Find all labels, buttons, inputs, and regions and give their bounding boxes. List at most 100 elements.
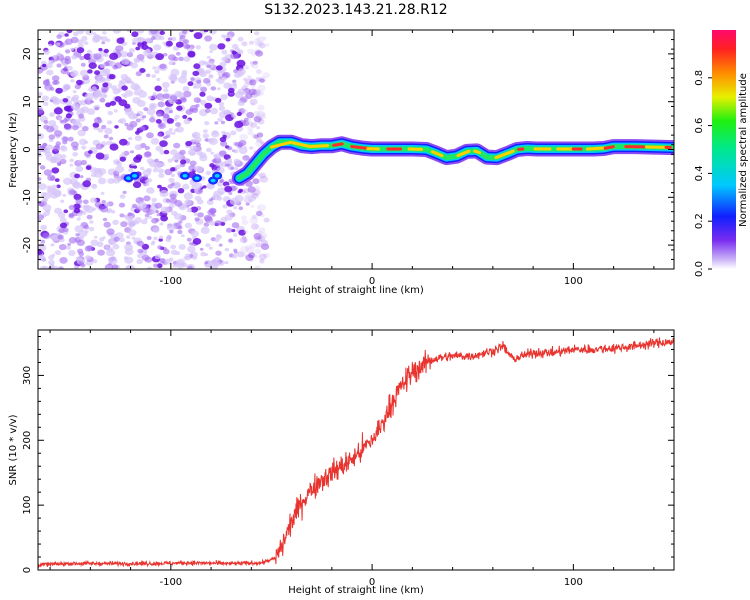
noise-blob [98, 47, 103, 52]
noise-blob [118, 99, 128, 107]
noise-blob [243, 82, 250, 88]
noise-blob [118, 80, 123, 84]
noise-blob [116, 161, 123, 167]
noise-blob [199, 154, 208, 162]
noise-blob [156, 77, 161, 82]
noise-blob [256, 90, 264, 97]
noise-blob [103, 48, 110, 54]
noise-blob [170, 68, 180, 76]
noise-blob [58, 228, 65, 234]
noise-blob [258, 76, 267, 83]
noise-blob [238, 229, 246, 236]
noise-blob [176, 105, 183, 111]
noise-blob [134, 135, 142, 142]
noise-blob [167, 37, 173, 41]
noise-blob [71, 55, 77, 60]
noise-blob [128, 229, 137, 236]
noise-blob [182, 86, 190, 92]
noise-blob [250, 64, 255, 68]
noise-blob [102, 217, 108, 222]
noise-blob [135, 154, 143, 160]
noise-blob [217, 43, 226, 50]
noise-blob [170, 249, 178, 255]
noise-blob [78, 159, 82, 163]
noise-blob [133, 84, 141, 92]
noise-blob [38, 91, 43, 97]
noise-blob [245, 202, 250, 206]
noise-blob [160, 206, 170, 214]
noise-blob [85, 165, 92, 171]
noise-blob [155, 53, 165, 61]
noise-blob [243, 77, 248, 81]
noise-blob [164, 258, 172, 265]
noise-blob [260, 213, 265, 218]
noise-blob [255, 50, 264, 57]
noise-blob [102, 68, 111, 75]
noise-blob [243, 157, 247, 161]
noise-blob [232, 79, 237, 84]
noise-blob [246, 111, 255, 119]
noise-blob [119, 118, 127, 124]
noise-blob [256, 204, 266, 212]
noise-blob [189, 151, 196, 156]
noise-blob [249, 98, 258, 106]
noise-blob [41, 63, 47, 68]
noise-blob [249, 242, 257, 249]
noise-blob [168, 60, 174, 66]
noise-blob [63, 177, 73, 185]
noise-blob [218, 101, 225, 107]
noise-blob [246, 126, 254, 132]
noise-blob [108, 136, 114, 141]
noise-blob [265, 43, 270, 47]
noise-blob [175, 122, 181, 127]
noise-blob [220, 94, 228, 100]
noise-blob [233, 248, 238, 252]
noise-blob [220, 120, 226, 125]
noise-blob [253, 110, 261, 117]
noise-blob [170, 244, 177, 250]
noise-blob [248, 252, 256, 259]
noise-blob [49, 87, 55, 91]
snr-series-line [38, 337, 674, 569]
noise-blob [162, 117, 168, 122]
noise-blob [151, 217, 159, 224]
noise-blob [157, 101, 165, 108]
spectrogram-ylabel: Frequency (Hz) [8, 112, 19, 188]
noise-blob [203, 77, 211, 84]
noise-blob [163, 248, 170, 255]
noise-blob [173, 99, 179, 103]
noise-blob [259, 78, 265, 83]
noise-blob [50, 235, 55, 240]
noise-blob [112, 30, 122, 34]
noise-blob [249, 79, 257, 86]
noise-spot-core [214, 173, 220, 178]
noise-blob [259, 259, 265, 264]
noise-blob [175, 41, 184, 48]
noise-blob [249, 146, 254, 150]
noise-blob [177, 225, 183, 230]
noise-blob [174, 159, 179, 163]
noise-blob [159, 150, 165, 155]
noise-blob [145, 37, 152, 43]
noise-blob [134, 217, 142, 224]
noise-blob [73, 181, 82, 189]
noise-blob [258, 253, 267, 260]
noise-blob [102, 31, 107, 35]
noise-blob [72, 90, 77, 94]
noise-blob [258, 42, 266, 49]
noise-blob [255, 211, 260, 214]
noise-blob [67, 136, 74, 142]
noise-blob [128, 168, 134, 173]
ridge-hot [269, 140, 292, 149]
noise-blob [136, 258, 143, 265]
noise-blob [197, 68, 203, 73]
noise-blob [94, 106, 100, 111]
noise-blob [187, 265, 193, 269]
noise-blob [248, 198, 254, 203]
noise-blob [123, 150, 130, 156]
noise-blob [183, 90, 192, 98]
noise-blob [178, 220, 183, 224]
noise-blob [238, 206, 244, 211]
noise-blob [82, 180, 92, 188]
noise-blob [158, 235, 164, 239]
